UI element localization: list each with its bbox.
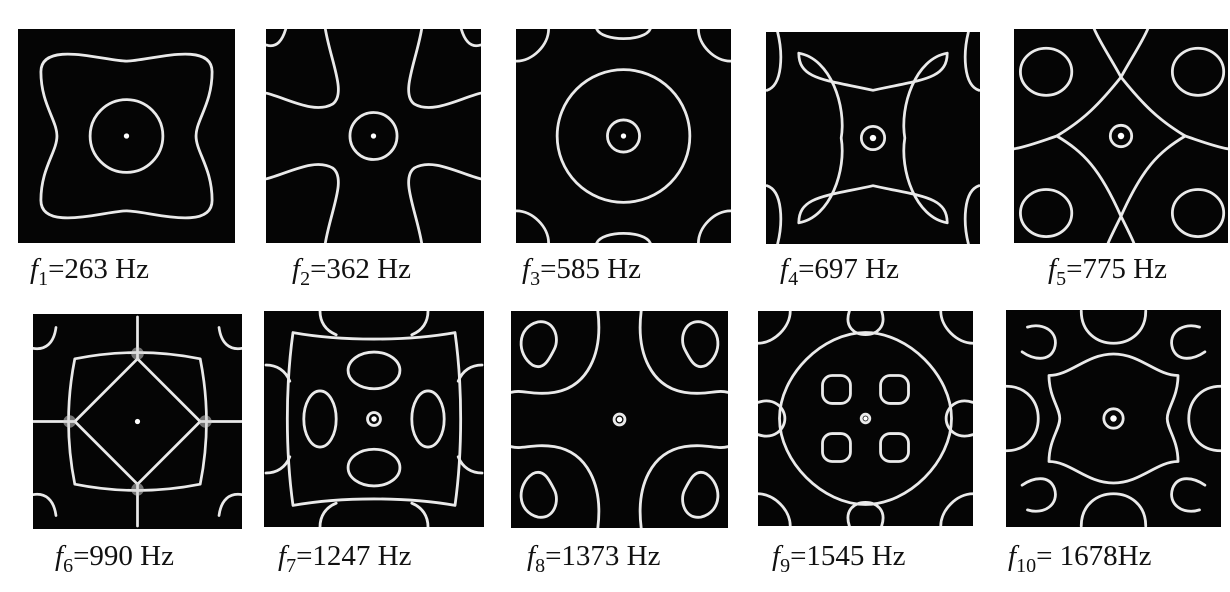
nodal-pattern-f2 (266, 29, 481, 243)
chladni-plate-f4 (766, 32, 980, 244)
nodal-pattern-f1 (39, 52, 214, 220)
chladni-plate-f6 (33, 314, 242, 529)
chladni-plate-f7 (264, 311, 484, 527)
frequency-label-f7: f7=1247 Hz (278, 540, 412, 577)
nodal-pattern-f5 (1014, 29, 1228, 243)
chladni-plate-f3 (516, 29, 731, 243)
frequency-label-f10: f10= 1678Hz (1008, 540, 1152, 577)
nodal-pattern-f10 (1006, 310, 1221, 527)
nodal-pattern-f7 (264, 311, 484, 527)
nodal-pattern-f8 (511, 311, 728, 528)
nodal-pattern-f3 (516, 29, 731, 243)
frequency-label-f9: f9=1545 Hz (772, 540, 906, 577)
chladni-plate-f2 (266, 29, 481, 243)
nodal-pattern-f4 (766, 32, 980, 244)
frequency-label-f2: f2=362 Hz (292, 253, 411, 290)
frequency-label-f3: f3=585 Hz (522, 253, 641, 290)
nodal-pattern-f9 (758, 311, 973, 526)
chladni-plate-f9 (758, 311, 973, 526)
nodal-pattern-f6 (33, 315, 242, 528)
frequency-label-f4: f4=697 Hz (780, 253, 899, 290)
frequency-label-f8: f8=1373 Hz (527, 540, 661, 577)
frequency-label-f1: f1=263 Hz (30, 253, 149, 290)
frequency-label-f6: f6=990 Hz (55, 540, 174, 577)
chladni-plate-f1 (18, 29, 235, 243)
chladni-plate-f5 (1014, 29, 1228, 243)
frequency-label-f5: f5=775 Hz (1048, 253, 1167, 290)
chladni-plate-f10 (1006, 310, 1221, 527)
chladni-plate-f8 (511, 311, 728, 528)
